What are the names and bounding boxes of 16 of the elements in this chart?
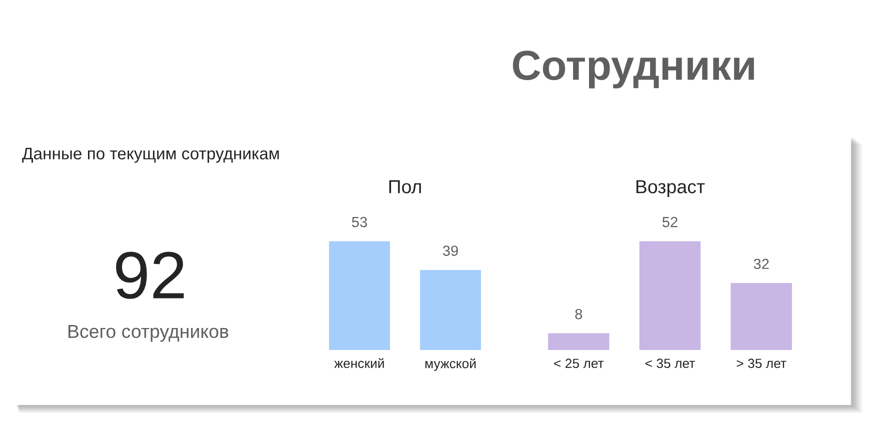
x-tick-label: < 35 лет [645, 358, 695, 368]
data-label: 8 [575, 308, 582, 320]
text: Сотрудники [512, 50, 754, 88]
text: 92 [116, 252, 184, 299]
x-tick-label: женский [334, 358, 384, 368]
data-label: 53 [352, 216, 367, 228]
chart-title: Возраст [636, 180, 705, 198]
data-label: 39 [442, 246, 458, 256]
chart-title: Пол [389, 180, 421, 194]
data-label: 52 [662, 216, 678, 228]
text: Всего сотрудников [68, 324, 228, 342]
data-label: 32 [754, 258, 769, 270]
x-tick-label: < 25 лет [554, 358, 604, 368]
text: Данные по текущим сотрудникам [22, 148, 279, 163]
x-tick-label: мужской [425, 358, 476, 371]
x-tick-label: > 35 лет [736, 358, 786, 368]
